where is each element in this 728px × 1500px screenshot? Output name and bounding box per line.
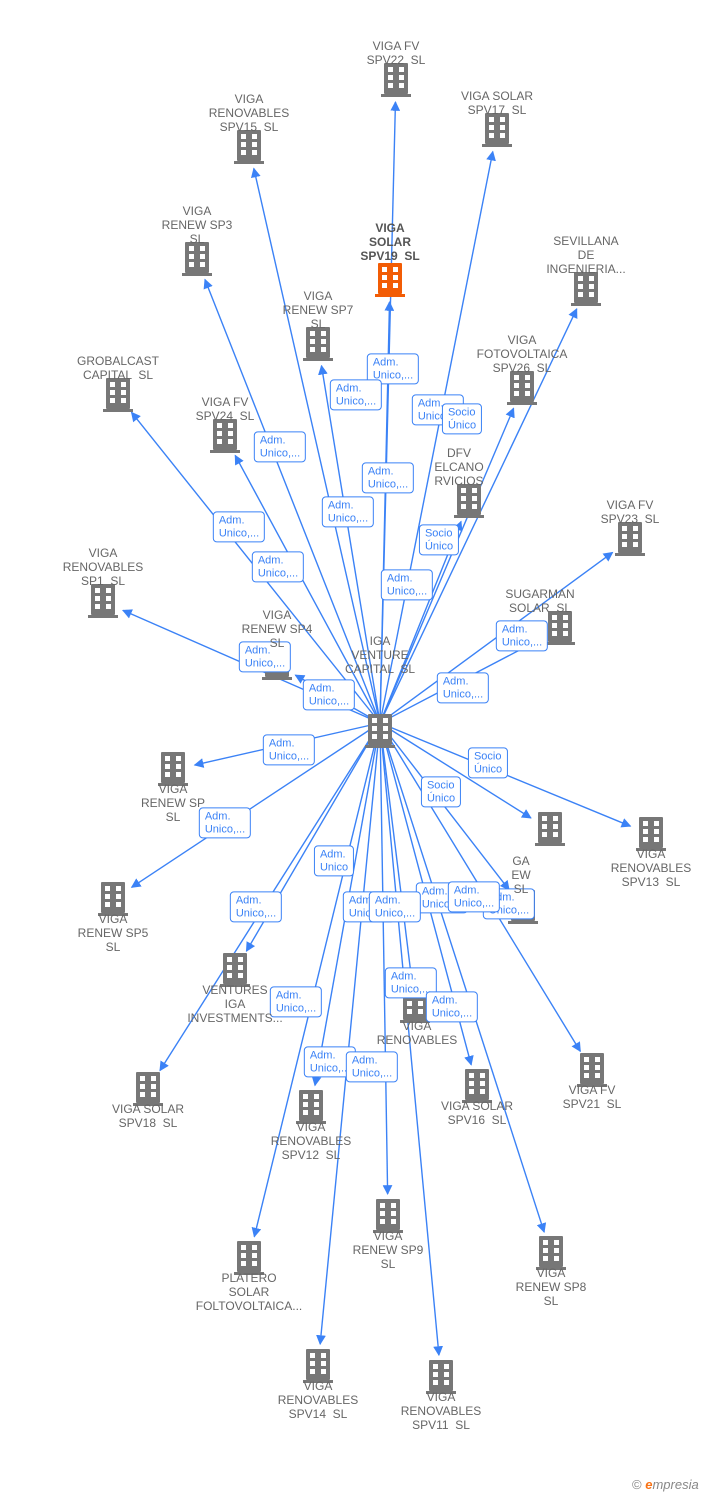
edge-line — [380, 408, 514, 723]
copyright: © empresia — [632, 1477, 699, 1492]
building-icon[interactable] — [454, 484, 484, 518]
building-icon[interactable] — [507, 371, 537, 405]
building-icon[interactable] — [98, 882, 128, 916]
building-icon[interactable] — [636, 817, 666, 851]
edge-line — [380, 723, 509, 890]
edge-line — [160, 723, 380, 1071]
edge-line — [380, 723, 439, 1355]
building-icon[interactable] — [182, 242, 212, 276]
edge-line — [380, 723, 531, 818]
edge-line — [380, 302, 390, 723]
network-svg — [0, 0, 728, 1500]
building-icon[interactable] — [234, 130, 264, 164]
building-icon[interactable] — [88, 584, 118, 618]
building-icon[interactable] — [535, 812, 565, 846]
edge-line — [380, 152, 493, 723]
building-icon[interactable] — [462, 1069, 492, 1103]
building-icon[interactable] — [381, 63, 411, 97]
building-icon[interactable] — [220, 953, 250, 987]
edge-line — [380, 723, 630, 826]
edge-line — [254, 168, 380, 723]
edge-line — [254, 723, 380, 1237]
edge-line — [320, 723, 380, 1344]
brand-rest: mpresia — [652, 1477, 698, 1492]
copyright-symbol: © — [632, 1477, 642, 1492]
building-icon[interactable] — [262, 646, 292, 680]
building-icon[interactable] — [571, 272, 601, 306]
edge-line — [195, 723, 380, 765]
building-icon[interactable] — [508, 890, 538, 924]
edge-line — [380, 723, 544, 1232]
building-icon[interactable] — [303, 327, 333, 361]
building-icon[interactable] — [234, 1241, 264, 1275]
building-icon[interactable] — [103, 378, 133, 412]
building-icon[interactable] — [577, 1053, 607, 1087]
building-icon[interactable] — [296, 1090, 326, 1124]
edge-line — [132, 412, 380, 723]
building-icon-highlight[interactable] — [375, 263, 405, 297]
edge-line — [205, 280, 380, 723]
building-icon[interactable] — [373, 1199, 403, 1233]
building-icon[interactable] — [365, 714, 395, 748]
building-icon[interactable] — [482, 113, 512, 147]
edge-line — [132, 723, 380, 887]
building-icon[interactable] — [536, 1236, 566, 1270]
edge-line — [380, 723, 412, 984]
building-icon[interactable] — [158, 752, 188, 786]
building-icon[interactable] — [426, 1360, 456, 1394]
building-icon[interactable] — [133, 1072, 163, 1106]
building-icon[interactable] — [400, 989, 430, 1023]
edge-line — [380, 639, 541, 723]
building-icon[interactable] — [615, 522, 645, 556]
building-icon[interactable] — [210, 419, 240, 453]
edge-line — [123, 610, 380, 723]
building-icon[interactable] — [303, 1349, 333, 1383]
building-icon[interactable] — [545, 611, 575, 645]
